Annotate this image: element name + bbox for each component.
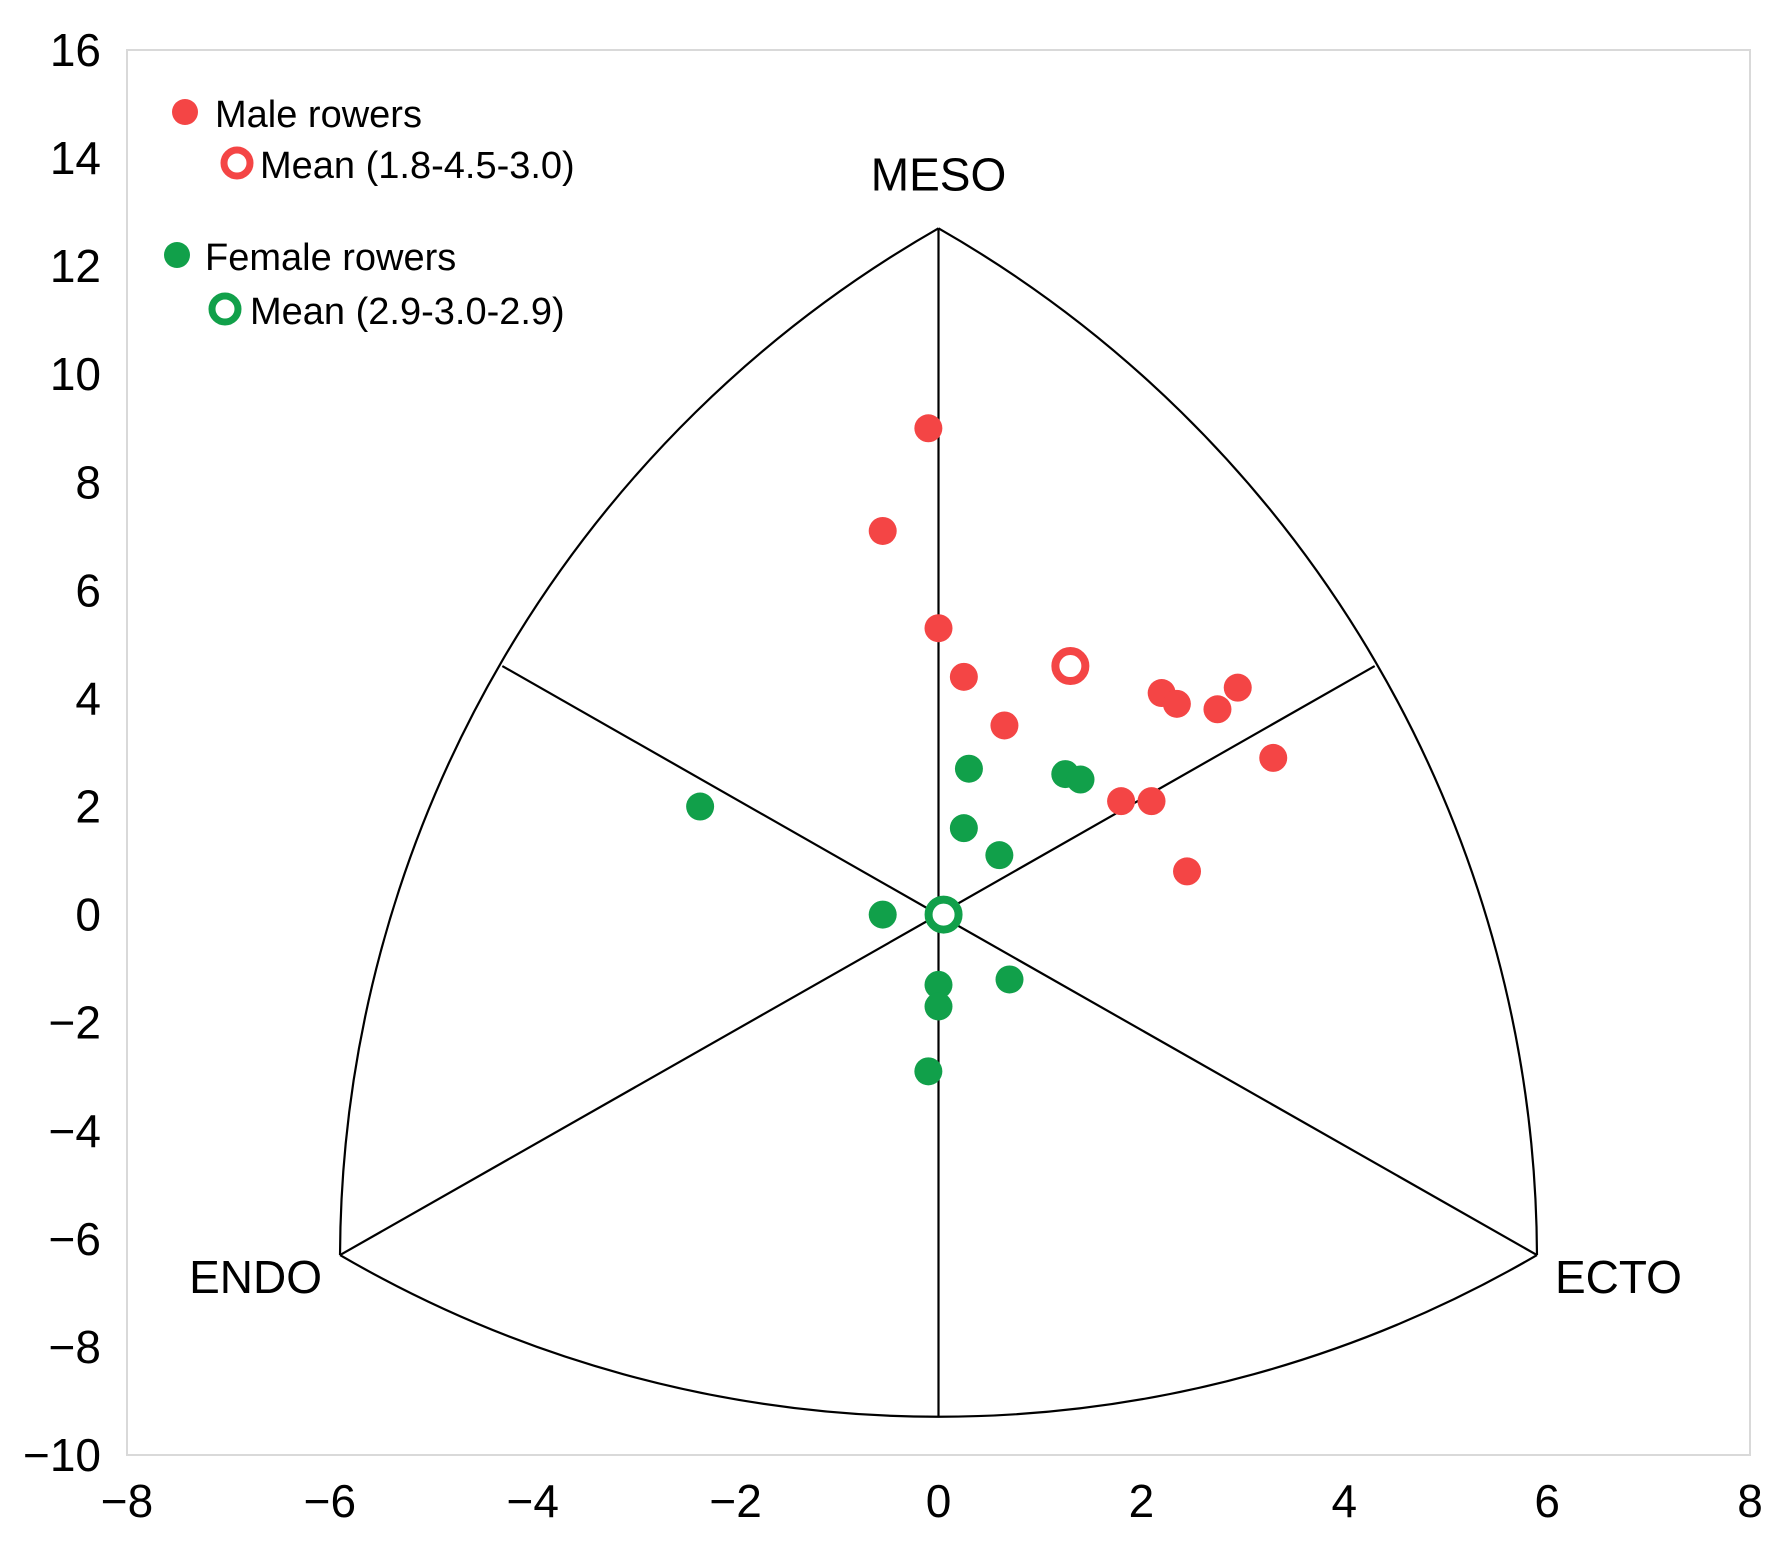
mean-point — [1051, 647, 1090, 686]
data-point — [1137, 787, 1166, 816]
data-point — [924, 970, 953, 999]
x-tick-label: 8 — [1737, 1475, 1763, 1527]
y-tick-label: 0 — [75, 889, 101, 941]
y-tick-label: 10 — [50, 348, 101, 400]
x-tick-label: −6 — [304, 1475, 356, 1527]
somatochart-arc — [937, 227, 1539, 1256]
legend-marker-mean — [208, 292, 242, 326]
y-tick-label: −2 — [49, 997, 101, 1049]
data-point — [924, 992, 953, 1021]
y-tick-label: 12 — [50, 240, 101, 292]
legend-marker — [172, 99, 198, 125]
vertex-labels: MESO ENDO ECTO — [189, 148, 1682, 1303]
data-point — [868, 516, 897, 545]
somatochart-axis — [339, 913, 940, 1257]
data-point — [1223, 673, 1252, 702]
plot-frame — [126, 49, 1751, 1456]
data-point — [949, 662, 978, 691]
x-tick-label: −4 — [507, 1475, 559, 1527]
y-tick-label: −10 — [23, 1429, 101, 1481]
somatochart-axis — [937, 913, 1538, 1257]
data-point — [1162, 689, 1191, 718]
y-tick-label: −4 — [49, 1105, 101, 1157]
x-tick-label: 0 — [926, 1475, 952, 1527]
data-point — [924, 614, 953, 643]
x-tick-label: 2 — [1129, 1475, 1155, 1527]
legend-marker — [164, 242, 190, 268]
data-point — [990, 711, 1019, 740]
y-tick-label: 2 — [75, 781, 101, 833]
data-point — [1066, 765, 1095, 794]
vertex-label-meso: MESO — [871, 148, 1006, 200]
legend: Male rowers Mean (1.8-4.5-3.0) Female rowe… — [164, 94, 575, 333]
somatochart-arc — [338, 227, 940, 1256]
vertex-label-ecto: ECTO — [1555, 1251, 1682, 1303]
legend-label: Mean (2.9-3.0-2.9) — [250, 291, 565, 333]
legend-label: Female rowers — [205, 237, 456, 279]
y-tick-label: 14 — [50, 132, 101, 184]
data-point — [1173, 857, 1202, 886]
data-point — [1259, 743, 1288, 772]
data-point — [985, 841, 1014, 870]
y-tick-label: 8 — [75, 456, 101, 508]
data-points — [686, 414, 1288, 1086]
legend-label: Male rowers — [215, 94, 422, 136]
x-tick-label: 6 — [1534, 1475, 1560, 1527]
x-tick-label: −2 — [709, 1475, 761, 1527]
vertex-label-endo: ENDO — [189, 1251, 322, 1303]
legend-label: Mean (1.8-4.5-3.0) — [260, 145, 575, 187]
y-tick-label: −6 — [49, 1213, 101, 1265]
data-point — [914, 1057, 943, 1086]
data-point — [868, 900, 897, 929]
legend-marker-mean — [220, 146, 254, 180]
data-point — [954, 754, 983, 783]
y-tick-label: 4 — [75, 672, 101, 724]
data-point — [1107, 787, 1136, 816]
y-tick-label: 6 — [75, 564, 101, 616]
somatochart-frame — [338, 227, 1539, 1418]
mean-point — [924, 895, 963, 934]
somatochart-axis — [501, 665, 940, 916]
x-tick-label: 4 — [1331, 1475, 1357, 1527]
data-point — [914, 414, 943, 443]
x-tick-label: −8 — [101, 1475, 153, 1527]
data-point — [1203, 695, 1232, 724]
y-tick-label: 16 — [50, 24, 101, 76]
data-point — [949, 814, 978, 843]
data-point — [686, 792, 715, 821]
data-point — [995, 965, 1024, 994]
y-tick-label: −8 — [49, 1321, 101, 1373]
